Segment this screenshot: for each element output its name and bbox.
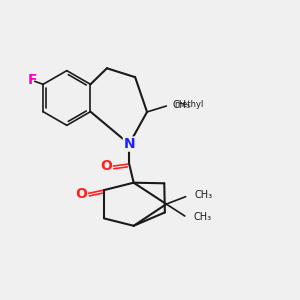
Text: O: O	[100, 159, 112, 173]
Text: CH₃: CH₃	[194, 212, 212, 223]
Text: methyl: methyl	[175, 100, 204, 109]
Text: O: O	[75, 187, 87, 201]
Text: N: N	[123, 137, 135, 151]
Text: CH₃: CH₃	[173, 100, 191, 110]
Text: F: F	[28, 73, 38, 87]
Text: CH₃: CH₃	[195, 190, 213, 200]
